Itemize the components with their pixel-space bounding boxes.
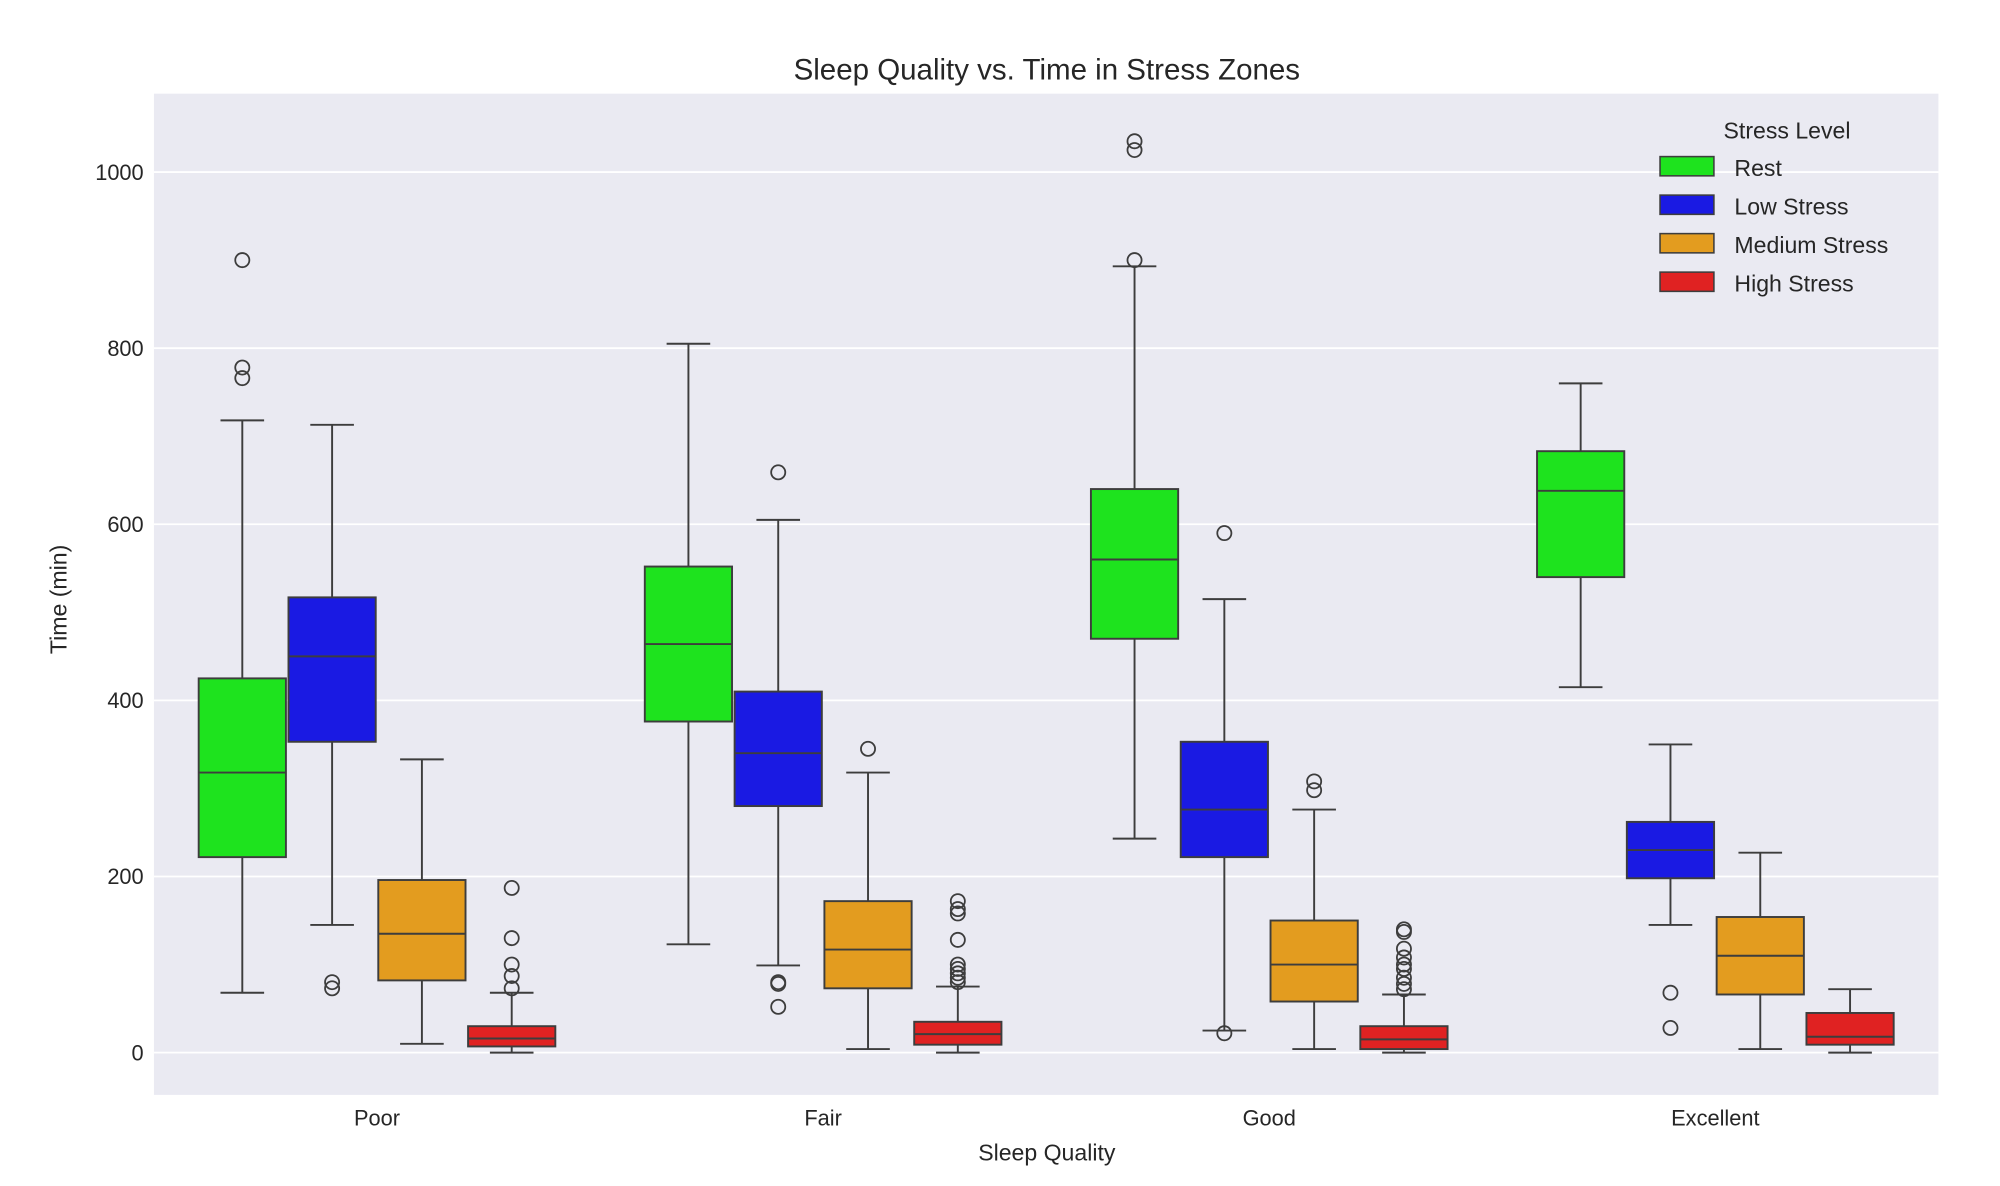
outlier-point	[234, 370, 251, 387]
outlier-point	[949, 901, 966, 918]
outlier-point	[324, 980, 341, 997]
box-iqr	[1089, 488, 1180, 640]
outlier-point	[324, 974, 341, 991]
box-low-stress	[733, 464, 823, 1015]
outlier-point	[1662, 1019, 1679, 1036]
box-medium-stress	[377, 758, 467, 1045]
box-medium-stress	[1715, 851, 1805, 1051]
legend-entry: Low Stress	[1734, 193, 1848, 219]
legend-entry: High Stress	[1734, 270, 1853, 296]
y-tick-label: 600	[107, 512, 143, 537]
y-tick-label: 800	[107, 336, 143, 361]
box-medium-stress	[823, 740, 913, 1051]
outlier-point	[234, 359, 251, 376]
outlier-point	[770, 998, 787, 1015]
outlier-point	[949, 905, 966, 922]
x-tick-label: Fair	[804, 1106, 842, 1131]
outlier-point	[503, 968, 520, 984]
legend-swatch	[1659, 232, 1715, 254]
box-iqr	[1536, 450, 1626, 579]
box-iqr	[733, 690, 823, 808]
box-low-stress	[287, 423, 377, 997]
outlier-point	[949, 974, 966, 991]
outlier-point	[1395, 940, 1412, 957]
y-tick-label: 0	[132, 1040, 144, 1065]
outlier-point	[949, 931, 966, 948]
box-low-stress	[1179, 525, 1269, 1042]
x-axis-label: Sleep Quality	[978, 1139, 1116, 1165]
legend-swatch	[1659, 155, 1715, 177]
y-axis-label: Time (min)	[46, 545, 72, 654]
outlier-point	[1216, 525, 1233, 542]
outlier-point	[949, 965, 966, 982]
outlier-point	[503, 930, 520, 947]
outlier-point	[1662, 984, 1679, 1001]
outlier-point	[770, 464, 787, 481]
outlier-point	[1306, 773, 1323, 790]
y-tick-label: 400	[107, 688, 143, 713]
box-medium-stress	[1269, 773, 1359, 1051]
box-iqr	[467, 1025, 557, 1048]
x-tick-label: Poor	[354, 1106, 400, 1131]
legend-swatch	[1659, 194, 1715, 216]
outlier-point	[949, 969, 966, 986]
outlier-point	[503, 956, 520, 973]
box-high-stress	[467, 879, 557, 1054]
chart-title: Sleep Quality vs. Time in Stress Zones	[794, 54, 1300, 87]
outlier-point	[860, 740, 876, 757]
outlier-point	[1395, 981, 1412, 998]
legend-swatch	[1659, 271, 1715, 293]
outlier-point	[234, 252, 251, 269]
outlier-point	[1306, 782, 1323, 799]
outlier-point	[1126, 142, 1143, 159]
outlier-point	[949, 960, 966, 977]
outlier-point	[1395, 969, 1412, 986]
outlier-point	[949, 893, 966, 910]
box-iqr	[377, 879, 467, 982]
box-iqr	[287, 596, 377, 743]
box-high-stress	[913, 893, 1003, 1054]
legend-entry: Rest	[1734, 155, 1782, 181]
box-iqr	[1179, 740, 1269, 859]
outlier-point	[1395, 956, 1412, 973]
box-rest	[1089, 133, 1180, 840]
box-iqr	[197, 677, 287, 859]
outlier-point	[770, 975, 787, 992]
box-high-stress	[1805, 988, 1895, 1054]
x-tick-label: Good	[1243, 1106, 1296, 1131]
outlier-point	[949, 956, 966, 973]
outlier-point	[503, 980, 520, 997]
legend: Stress Level Rest Low Stress Medium Stress…	[1659, 118, 1888, 296]
box-low-stress	[1625, 743, 1716, 1036]
outlier-point	[1395, 924, 1412, 940]
y-tick-label: 1000	[95, 160, 143, 185]
outlier-point	[503, 879, 520, 896]
legend-entry: Medium Stress	[1734, 232, 1888, 258]
outlier-point	[1126, 252, 1143, 269]
box-iqr	[1805, 1012, 1895, 1046]
legend-title: Stress Level	[1724, 118, 1851, 144]
outlier-point	[1395, 975, 1412, 992]
y-tick-label: 200	[107, 864, 143, 889]
box-iqr	[1359, 1025, 1449, 1051]
box-rest	[197, 252, 287, 994]
x-tick-label: Excellent	[1671, 1106, 1759, 1131]
outlier-point	[1126, 133, 1143, 150]
box-rest	[1536, 382, 1626, 689]
box-iqr	[1269, 919, 1359, 1003]
outlier-point	[1395, 949, 1412, 966]
outlier-point	[1216, 1025, 1233, 1042]
box-high-stress	[1359, 921, 1449, 1054]
box-iqr	[823, 900, 913, 990]
box-rest	[643, 342, 734, 946]
